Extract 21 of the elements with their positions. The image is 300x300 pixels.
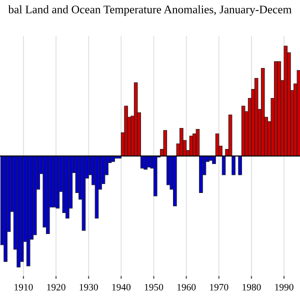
bar bbox=[260, 68, 265, 156]
x-tick-label: 1970 bbox=[210, 284, 228, 290]
bar bbox=[124, 106, 128, 156]
x-tick-label: 1990 bbox=[275, 284, 294, 290]
bar bbox=[16, 156, 20, 268]
chart-title: bal Land and Ocean Temperature Anomalies, January-Decem bbox=[8, 5, 292, 16]
x-tick-label: 1950 bbox=[144, 284, 164, 290]
x-tick-label: 1980 bbox=[242, 284, 261, 290]
bar bbox=[4, 156, 8, 262]
bar bbox=[111, 156, 115, 162]
bar bbox=[153, 156, 158, 196]
x-tick-label: 1930 bbox=[80, 284, 98, 290]
bar bbox=[277, 61, 282, 156]
x-tick-label: 1960 bbox=[177, 284, 196, 290]
bar bbox=[32, 156, 37, 236]
x-tick-label: 1920 bbox=[47, 284, 66, 290]
x-tick-label: 1940 bbox=[112, 284, 131, 290]
bar bbox=[296, 70, 300, 156]
bar bbox=[284, 46, 288, 156]
x-tick-label: 1910 bbox=[14, 284, 33, 290]
bar bbox=[56, 156, 60, 208]
